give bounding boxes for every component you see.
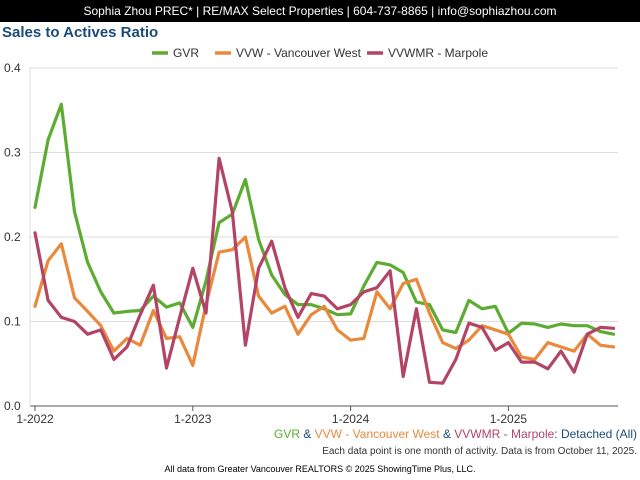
footer-caption-part: VVWMR - Marpole — [454, 427, 554, 441]
footer-caption-part: : Detached (All) — [554, 427, 637, 441]
legend-entry: VVW - Vancouver West — [236, 46, 362, 60]
footer-caption-part: VVW - Vancouver West — [315, 427, 441, 441]
x-tick-label: 1-2024 — [332, 412, 370, 426]
y-tick-label: 0.4 — [4, 61, 21, 75]
x-tick-label: 1-2023 — [174, 412, 212, 426]
footer-caption-part: GVR — [274, 427, 300, 441]
chart-title: Sales to Actives Ratio — [2, 24, 159, 41]
footer-caption-part: & — [440, 427, 455, 441]
y-tick-label: 0.2 — [4, 230, 21, 244]
header-text: Sophia Zhou PREC* | RE/MAX Select Proper… — [83, 4, 557, 18]
legend-entry: GVR — [173, 46, 199, 60]
legend-entry: VVWMR - Marpole — [388, 46, 488, 60]
footer-series-caption: GVR & VVW - Vancouver West & VVWMR - Mar… — [274, 427, 637, 441]
credit-footnote: All data from Greater Vancouver REALTORS… — [164, 464, 476, 474]
header-bar: Sophia Zhou PREC* | RE/MAX Select Proper… — [0, 0, 640, 22]
y-tick-label: 0.1 — [4, 315, 21, 329]
series-line-3 — [33, 156, 616, 385]
x-tick-label: 1-2022 — [16, 412, 54, 426]
x-tick-label: 1-2025 — [490, 412, 528, 426]
y-tick-label: 0.0 — [4, 399, 21, 413]
series-line-1 — [33, 102, 616, 336]
footer-caption-part: & — [300, 427, 315, 441]
series-line-2 — [33, 235, 616, 367]
y-tick-label: 0.3 — [4, 146, 21, 160]
data-note: Each data point is one month of activity… — [322, 446, 637, 457]
